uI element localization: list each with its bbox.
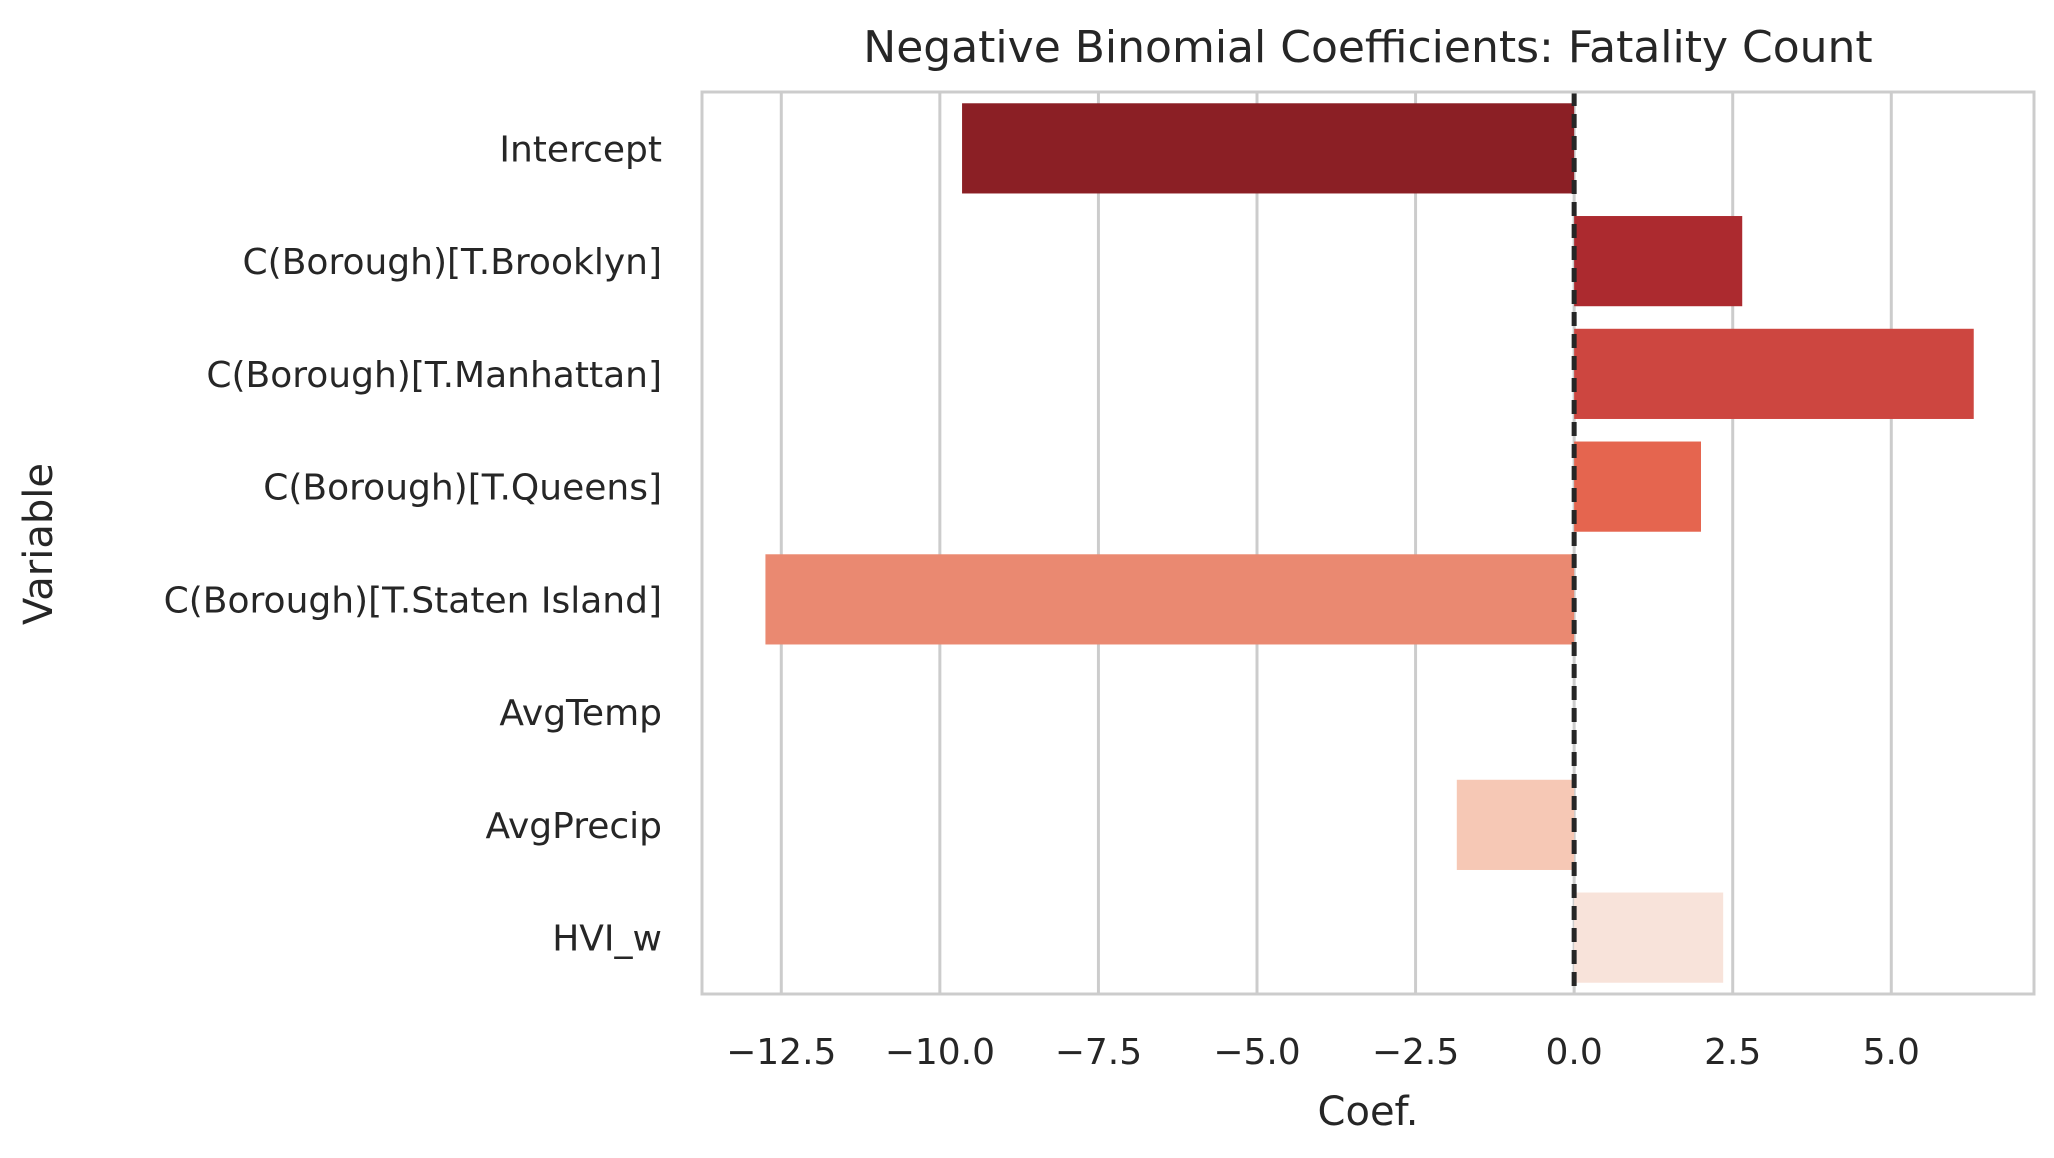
x-tick-label: 0.0 [1546,1032,1603,1073]
bars [765,103,1974,983]
plot-frame [700,90,2036,996]
x-tick-label: −5.0 [1213,1032,1300,1073]
y-axis-label: Variable [16,463,62,625]
bar [1574,441,1701,532]
bar [765,554,1575,645]
x-tick-label: 2.5 [1704,1032,1761,1073]
y-tick-label: Intercept [499,129,662,170]
bar [1456,779,1575,870]
bar [1574,328,1974,419]
bar [1574,892,1724,983]
y-tick-label: C(Borough)[T.Manhattan] [206,355,662,396]
chart-title: Negative Binomial Coefficients: Fatality… [863,22,1872,73]
x-tick-label: −10.0 [885,1032,995,1073]
y-tick-label: HVI_w [552,919,662,960]
x-tick-labels: −12.5 −10.0 −7.5 −5.0 −2.5 0.0 2.5 5.0 [726,1032,1920,1073]
x-tick-label: −12.5 [726,1032,836,1073]
x-axis-label: Coef. [1318,1089,1419,1135]
bar [962,103,1575,194]
x-tick-label: 5.0 [1863,1032,1920,1073]
y-tick-label: C(Borough)[T.Brooklyn] [243,242,662,283]
x-tick-label: −7.5 [1055,1032,1142,1073]
x-tick-label: −2.5 [1372,1032,1459,1073]
y-tick-label: AvgTemp [499,693,662,734]
y-tick-label: C(Borough)[T.Staten Island] [164,580,662,621]
y-tick-label: AvgPrecip [485,806,662,847]
y-tick-labels: Intercept C(Borough)[T.Brooklyn] C(Borough… [164,129,662,959]
bar [1574,216,1743,307]
y-tick-label: C(Borough)[T.Queens] [263,468,662,509]
